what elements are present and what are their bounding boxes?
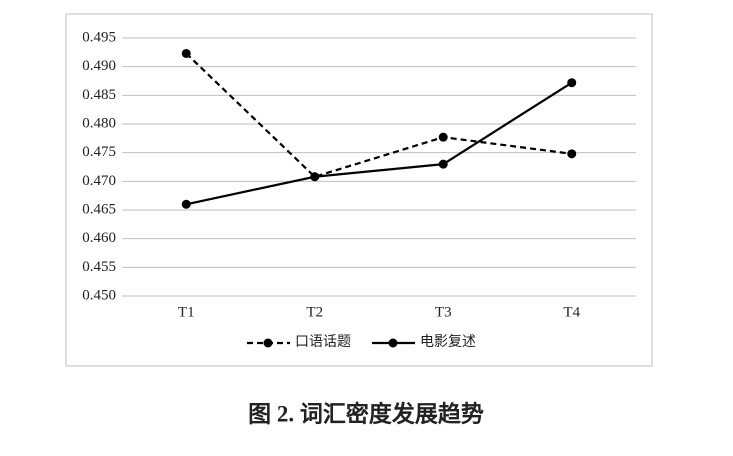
legend-marker xyxy=(388,338,398,348)
point xyxy=(567,78,577,88)
point xyxy=(438,159,448,169)
y-tick-label: 0.485 xyxy=(82,87,116,103)
y-tick-label: 0.470 xyxy=(82,173,116,189)
legend-label: 口语话题 xyxy=(295,334,351,350)
series-line xyxy=(185,52,572,178)
legend-label: 电影复述 xyxy=(420,333,476,350)
y-tick-label: 0.480 xyxy=(82,115,116,131)
point xyxy=(438,132,448,142)
point xyxy=(310,172,320,182)
x-tick-label: T3 xyxy=(435,304,452,320)
y-tick-label: 0.450 xyxy=(82,287,116,303)
y-tick-label: 0.495 xyxy=(82,29,116,45)
y-tick-label: 0.460 xyxy=(82,230,116,246)
y-tick-label: 0.455 xyxy=(82,259,116,275)
legend-marker xyxy=(263,338,273,348)
y-tick-label: 0.490 xyxy=(82,58,116,74)
x-tick-label: T2 xyxy=(306,304,323,320)
series-line xyxy=(186,81,573,206)
point xyxy=(567,149,577,159)
chart-frame xyxy=(65,13,653,367)
point xyxy=(181,199,191,209)
x-tick-label: T1 xyxy=(178,304,195,320)
y-tick-label: 0.465 xyxy=(82,201,116,217)
x-tick-label: T4 xyxy=(563,304,580,320)
y-tick-label: 0.475 xyxy=(82,144,116,160)
chart-title: 图 2. 词汇密度发展趋势 xyxy=(248,400,484,426)
point xyxy=(181,48,191,58)
